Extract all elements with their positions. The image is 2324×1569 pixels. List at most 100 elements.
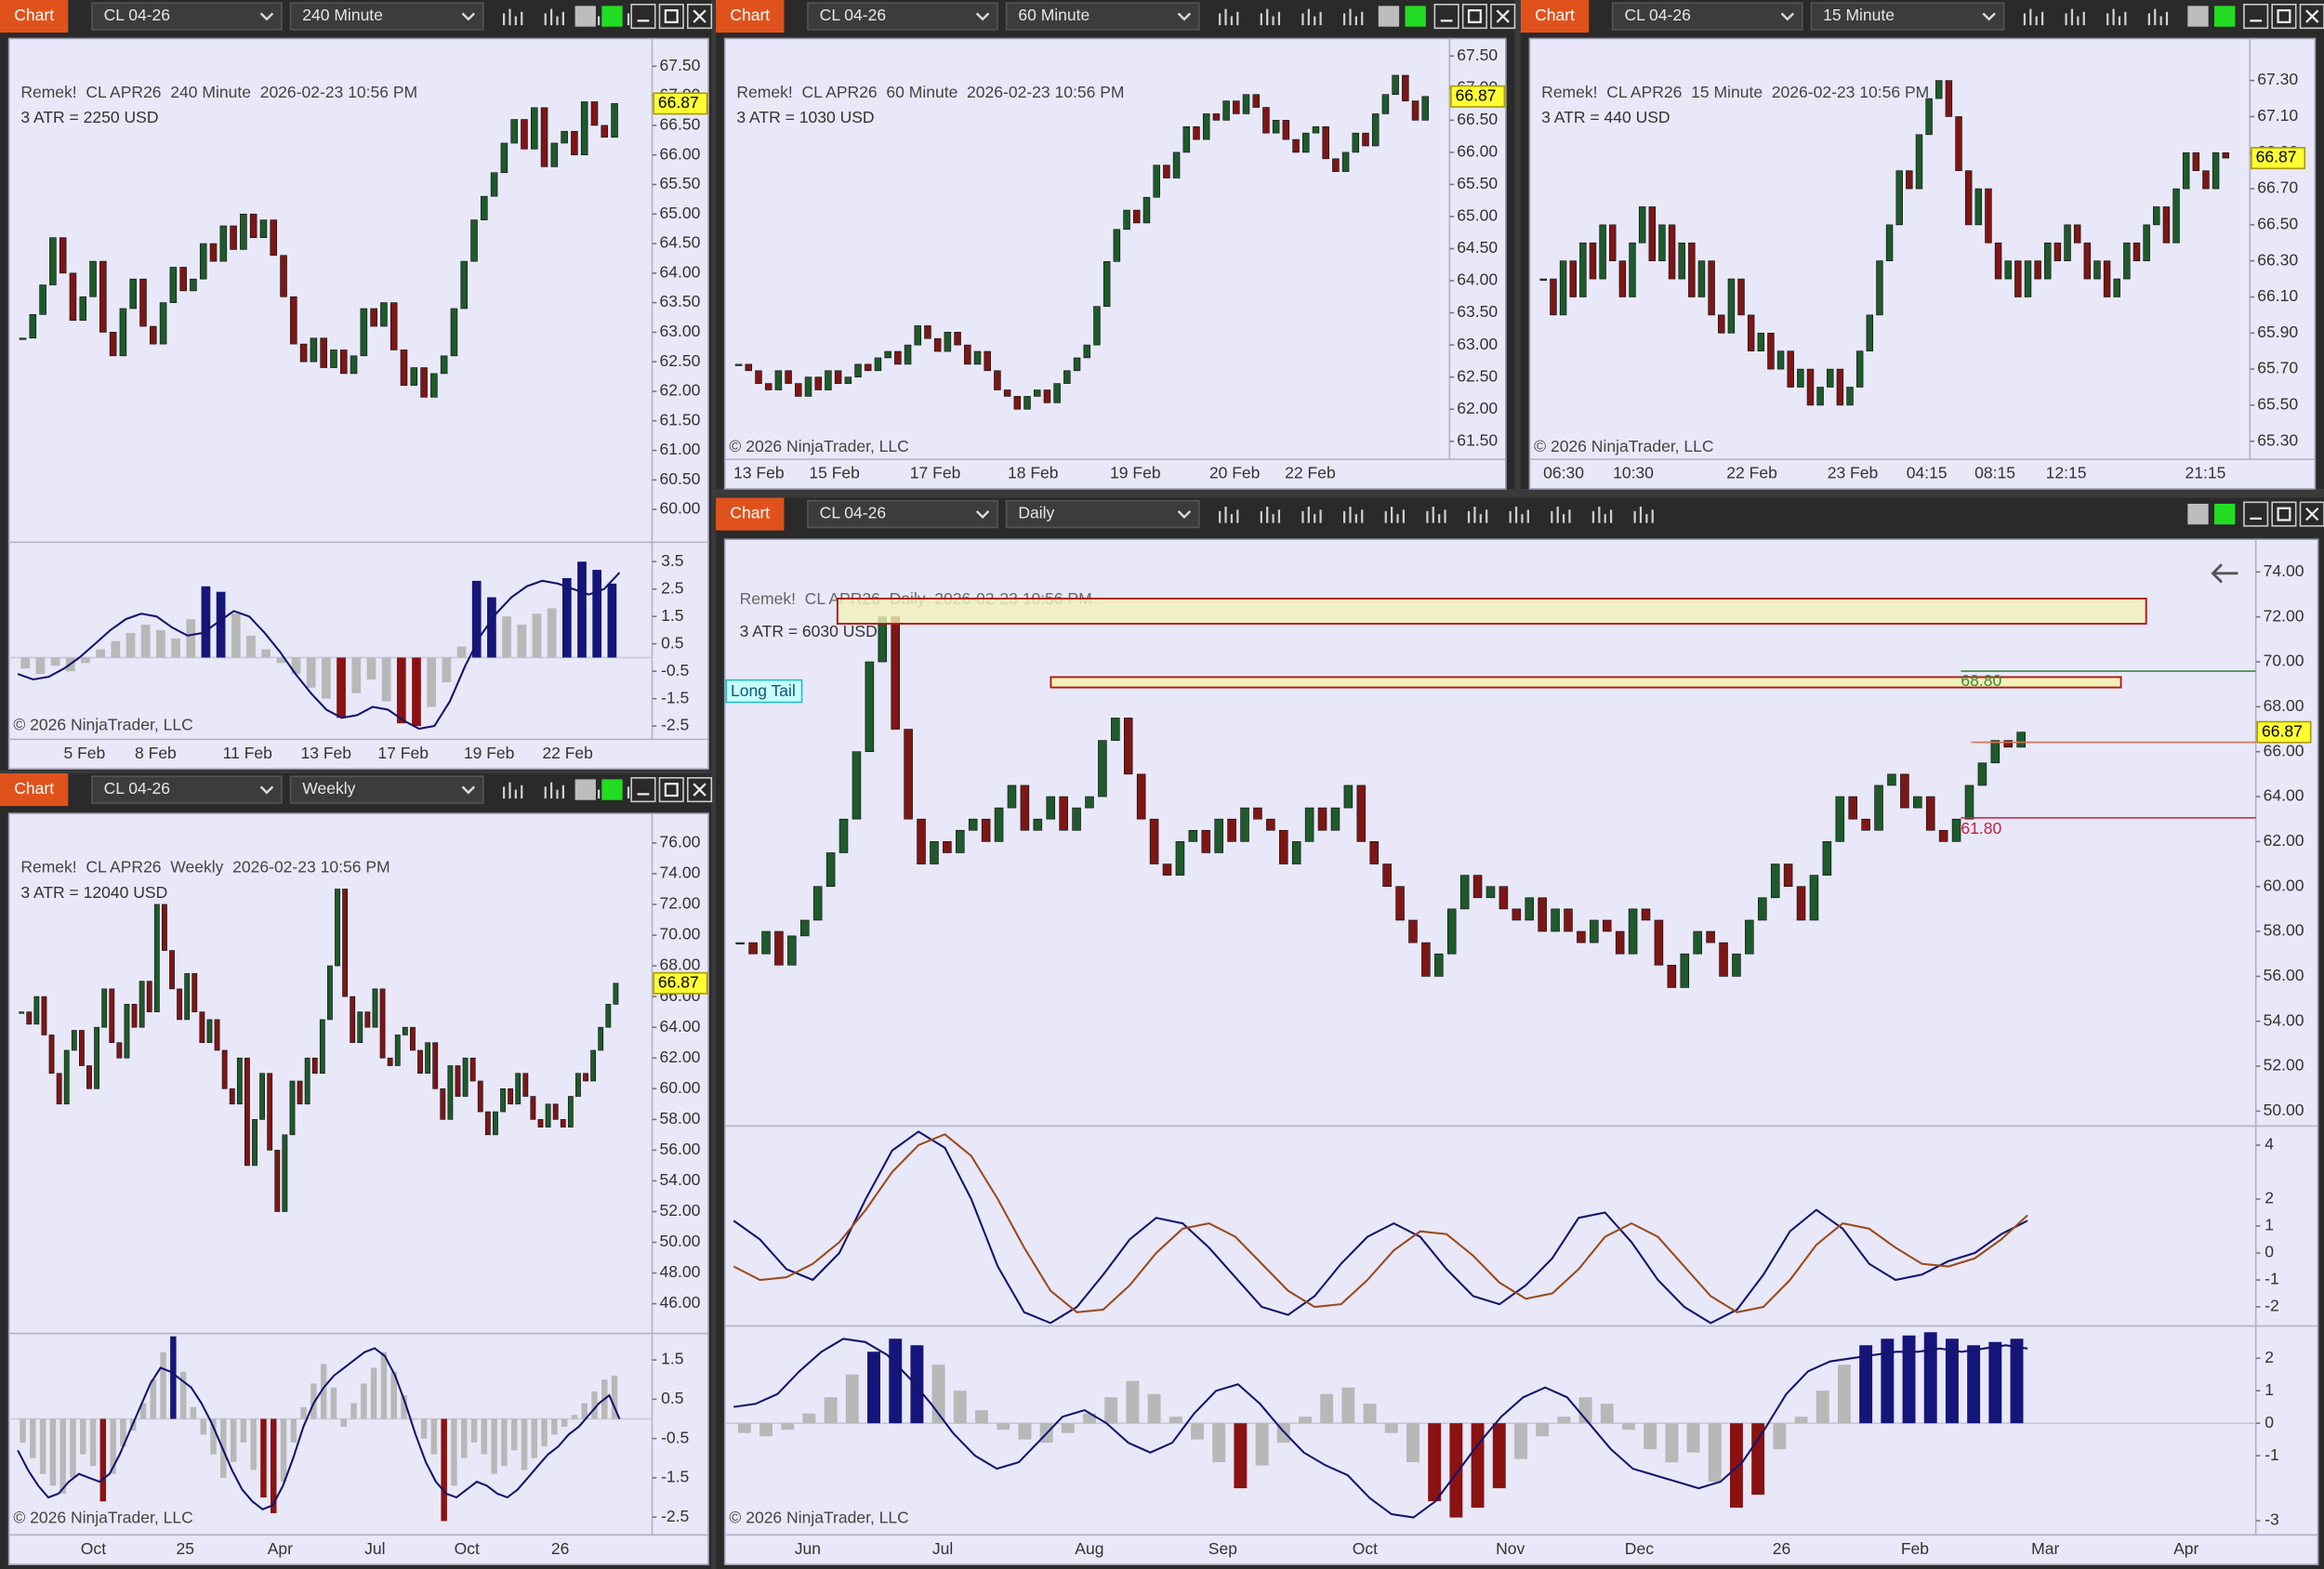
chart-tab[interactable] [1520, 0, 1590, 33]
toolbar-icon[interactable] [1260, 8, 1281, 26]
maximize-button[interactable] [2271, 3, 2297, 30]
chart-tab[interactable] [0, 773, 69, 807]
candle [311, 1057, 318, 1075]
window-link-button[interactable] [2214, 6, 2236, 27]
window-link-button[interactable] [2214, 503, 2236, 525]
candle [1693, 930, 1702, 955]
histogram-bar [1859, 1345, 1873, 1424]
minimize-button[interactable] [630, 777, 656, 803]
candle [2044, 242, 2052, 280]
candle [2093, 260, 2101, 280]
maximize-button[interactable] [2271, 501, 2297, 527]
histogram-bar [30, 1418, 36, 1458]
minimize-button[interactable] [2243, 501, 2269, 527]
candle [462, 1057, 469, 1097]
toolbar-icon[interactable] [544, 8, 564, 26]
candle [274, 1150, 281, 1212]
window-link-button[interactable] [601, 779, 623, 800]
timeframe-dropdown[interactable] [1810, 2, 2005, 31]
timeframe-dropdown[interactable] [1005, 499, 1200, 529]
candle [79, 296, 87, 322]
candle [1964, 170, 1973, 226]
minimize-button[interactable] [630, 3, 656, 30]
chart-tab[interactable] [0, 0, 69, 33]
maximize-button[interactable] [658, 777, 684, 803]
histogram-bar [140, 625, 151, 658]
toolbar-icon[interactable] [2147, 8, 2169, 26]
minimize-button[interactable] [2243, 3, 2269, 30]
toolbar-icon[interactable] [2065, 8, 2085, 26]
maximize-button[interactable] [1461, 3, 1487, 30]
toolbar-icon[interactable] [1342, 507, 1364, 523]
toolbar-icon[interactable] [502, 8, 523, 26]
price-tick-label: 66.00 [1457, 142, 1498, 161]
toolbar-icon[interactable] [1384, 507, 1406, 523]
toolbar-icon[interactable] [1219, 507, 1239, 523]
window-color-button[interactable] [1378, 6, 1400, 27]
candle [787, 935, 797, 966]
instrument-dropdown[interactable] [807, 499, 998, 529]
candle [350, 995, 356, 1044]
price-tick-label: 64.50 [1457, 238, 1498, 257]
histogram-bar [1621, 1423, 1635, 1431]
candle [2064, 224, 2071, 261]
maximize-button[interactable] [658, 3, 684, 30]
histogram-bar [396, 657, 406, 724]
toolbar-icon[interactable] [1260, 507, 1281, 523]
toolbar-icon[interactable] [1551, 507, 1571, 523]
toolbar-icon[interactable] [544, 782, 564, 799]
timeframe-dropdown-chevron [461, 785, 476, 795]
date-label: 11 Feb [223, 744, 272, 762]
histogram-bar [20, 1418, 26, 1443]
toolbar-icon[interactable] [1219, 8, 1239, 26]
candle [139, 981, 145, 1028]
timeframe-dropdown[interactable] [289, 2, 484, 31]
toolbar-icon[interactable] [1426, 507, 1446, 523]
candle [89, 260, 97, 297]
toolbar-icon[interactable] [1509, 507, 1529, 523]
timeframe-dropdown[interactable] [1005, 2, 1200, 31]
instrument-dropdown-chevron [259, 12, 274, 21]
back-arrow[interactable] [2211, 563, 2238, 584]
toolbar-icon[interactable] [502, 782, 523, 799]
instrument-dropdown[interactable] [807, 2, 998, 31]
toolbar-icon[interactable] [1301, 8, 1322, 26]
candle [402, 1026, 408, 1035]
candle [825, 370, 832, 390]
window-link-button[interactable] [601, 6, 623, 27]
date-label: 8 Feb [135, 744, 177, 762]
timeframe-dropdown[interactable] [289, 775, 484, 804]
window-color-button[interactable] [2187, 6, 2209, 27]
instrument-dropdown[interactable] [91, 2, 283, 31]
candle [1706, 930, 1715, 943]
window-color-button[interactable] [2187, 503, 2209, 525]
toolbar-icon[interactable] [2106, 8, 2127, 26]
minimize-button[interactable] [1433, 3, 1459, 30]
toolbar-icon[interactable] [2023, 8, 2044, 26]
instrument-dropdown[interactable] [1611, 2, 1803, 31]
candle [745, 363, 753, 372]
candle [1133, 209, 1141, 224]
toolbar-icon[interactable] [1467, 507, 1488, 523]
chart-tab[interactable] [716, 497, 785, 531]
toolbar-icon[interactable] [1633, 507, 1654, 523]
candle [590, 101, 599, 126]
histogram-bar [611, 1376, 618, 1419]
toolbar-icon[interactable] [1591, 507, 1613, 523]
toolbar-icon[interactable] [1301, 507, 1322, 523]
histogram-bar [110, 1418, 116, 1474]
price-tick-label: 61.00 [660, 440, 701, 458]
candle [894, 350, 902, 365]
chart-tab[interactable] [716, 0, 785, 33]
candle [310, 337, 318, 363]
osc-tick-label: -3 [2265, 1510, 2279, 1529]
toolbar-icon[interactable] [1342, 8, 1364, 26]
window-color-button[interactable] [574, 779, 596, 800]
candle [580, 101, 588, 156]
candle [357, 1011, 363, 1044]
instrument-dropdown[interactable] [91, 775, 283, 804]
window-color-button[interactable] [574, 6, 596, 27]
window-link-button[interactable] [1405, 6, 1426, 27]
histogram-bar [240, 1418, 247, 1443]
